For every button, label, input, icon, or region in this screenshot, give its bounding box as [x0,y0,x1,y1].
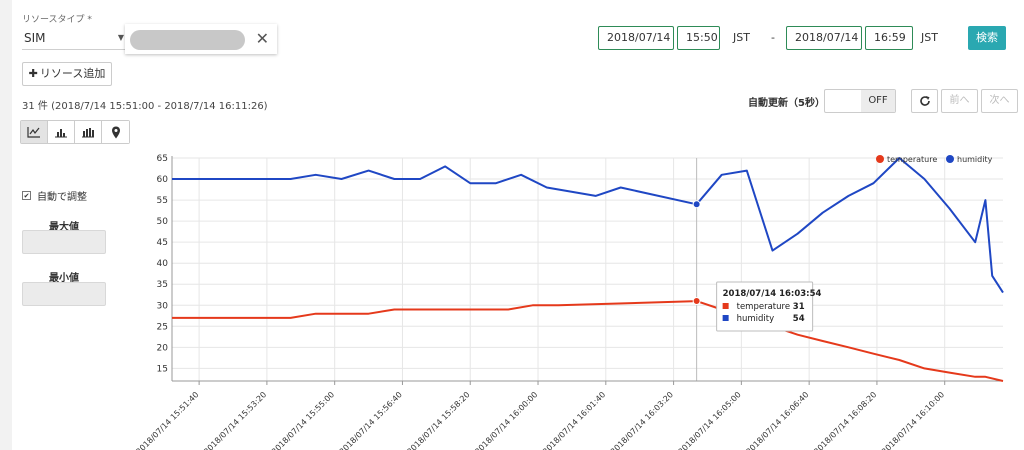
y-tick-label: 45 [157,238,168,248]
temperature-line [172,300,1004,382]
result-summary: 31 件 (2018/7/14 15:51:00 - 2018/7/14 16:… [22,101,268,112]
add-resource-label: リソース追加 [39,67,106,80]
max-label: 最大値 [49,222,79,233]
x-axis: 2018/07/14 15:51:40 2018/07/14 15:53:20 20… [134,380,1003,450]
y-tick-label: 30 [157,301,169,311]
stacked-bar-icon[interactable] [75,121,102,143]
prev-button[interactable]: 前へ [941,89,978,113]
end-time-input[interactable]: 16:59 [865,26,913,50]
y-axis: 15 20 25 30 35 40 45 50 55 60 65 [157,154,173,381]
tooltip-swatch-humidity [722,315,729,321]
checkbox-check-icon: ✔ [22,191,31,200]
plus-icon: ✚ [28,67,38,80]
y-tick-label: 55 [157,196,168,206]
auto-fit-label: 自動で調整 [37,192,87,203]
auto-fit-checkbox[interactable]: ✔ 自動で調整 [22,188,87,203]
humidity-line [172,157,1004,294]
chart-type-toolbar [20,120,130,144]
resource-type-label: リソースタイプ * [22,15,92,25]
x-tick-label: 2018/07/14 16:08:20 [812,390,878,450]
humidity-hover-point [692,200,701,209]
tooltip-value-humidity: 54 [793,314,805,324]
next-button[interactable]: 次へ [981,89,1018,113]
refresh-icon [919,96,930,106]
add-resource-button[interactable]: ✚ リソース追加 [22,62,112,86]
x-tick-label: 2018/07/14 15:56:40 [338,390,404,450]
start-timezone: JST [733,31,750,44]
x-tick-label: 2018/07/14 16:01:40 [541,390,607,450]
tooltip-box [716,281,814,332]
toggle-state: OFF [861,90,895,112]
line-chart-icon[interactable] [21,121,48,143]
y-tick-label: 35 [157,280,168,290]
auto-update-toggle[interactable]: OFF [824,89,896,113]
tooltip-label-humidity: humidity [737,314,775,324]
resource-type-select[interactable]: SIM ▼ [22,26,128,50]
main-panel [12,0,1024,450]
y-tick-label: 60 [157,175,169,185]
y-tick-label: 25 [157,322,168,332]
chart-tooltip: 2018/07/14 16:03:54 temperature 31 humidity… [716,281,822,332]
humidity-legend-marker [946,155,954,163]
max-value-input[interactable] [22,230,106,254]
auto-update-label: 自動更新（5秒） [748,98,825,109]
range-separator: - [771,31,775,44]
start-time-input[interactable]: 15:50 [677,26,720,50]
resource-type-value: SIM [24,31,46,45]
y-tick-label: 40 [157,259,169,269]
x-tick-label: 2018/07/14 15:55:00 [270,390,336,450]
end-date-input[interactable]: 2018/07/14 [786,26,862,50]
bar-chart-icon[interactable] [48,121,75,143]
start-date-input[interactable]: 2018/07/14 [598,26,674,50]
refresh-button[interactable] [911,89,938,113]
min-value-input[interactable] [22,282,106,306]
y-tick-label: 15 [157,364,168,374]
x-tick-label: 2018/07/14 15:51:40 [134,390,200,450]
tooltip-swatch-temperature [722,303,729,309]
x-tick-label: 2018/07/14 16:00:00 [473,390,539,450]
min-label: 最小値 [49,273,79,284]
x-tick-label: 2018/07/14 16:03:20 [609,390,675,450]
x-tick-label: 2018/07/14 16:05:00 [677,390,743,450]
humidity-legend-label: humidity [957,155,993,164]
y-tick-label: 65 [157,154,168,164]
chart-grid [172,157,1003,381]
search-button[interactable]: 検索 [968,26,1006,50]
tooltip-value-temperature: 31 [793,302,805,312]
end-timezone: JST [921,31,938,44]
x-tick-label: 2018/07/14 16:10:00 [880,390,946,450]
redacted-resource-value [130,30,245,50]
chart-legend[interactable]: temperature humidity [876,155,993,164]
y-tick-label: 20 [157,343,169,353]
map-pin-icon[interactable] [102,121,129,143]
y-tick-label: 50 [157,217,169,227]
temperature-hover-point [692,297,701,306]
x-tick-label: 2018/07/14 15:58:20 [405,390,471,450]
x-tick-label: 2018/07/14 16:06:40 [744,390,810,450]
close-icon[interactable]: ✕ [255,29,269,48]
dropdown-caret-icon: ▼ [117,33,124,42]
temperature-legend-marker [876,155,884,163]
x-tick-label: 2018/07/14 15:53:20 [202,390,268,450]
tooltip-title: 2018/07/14 16:03:54 [723,289,822,299]
temperature-legend-label: temperature [887,155,937,164]
resource-field[interactable]: ✕ [125,24,277,54]
tooltip-label-temperature: temperature [737,302,790,312]
